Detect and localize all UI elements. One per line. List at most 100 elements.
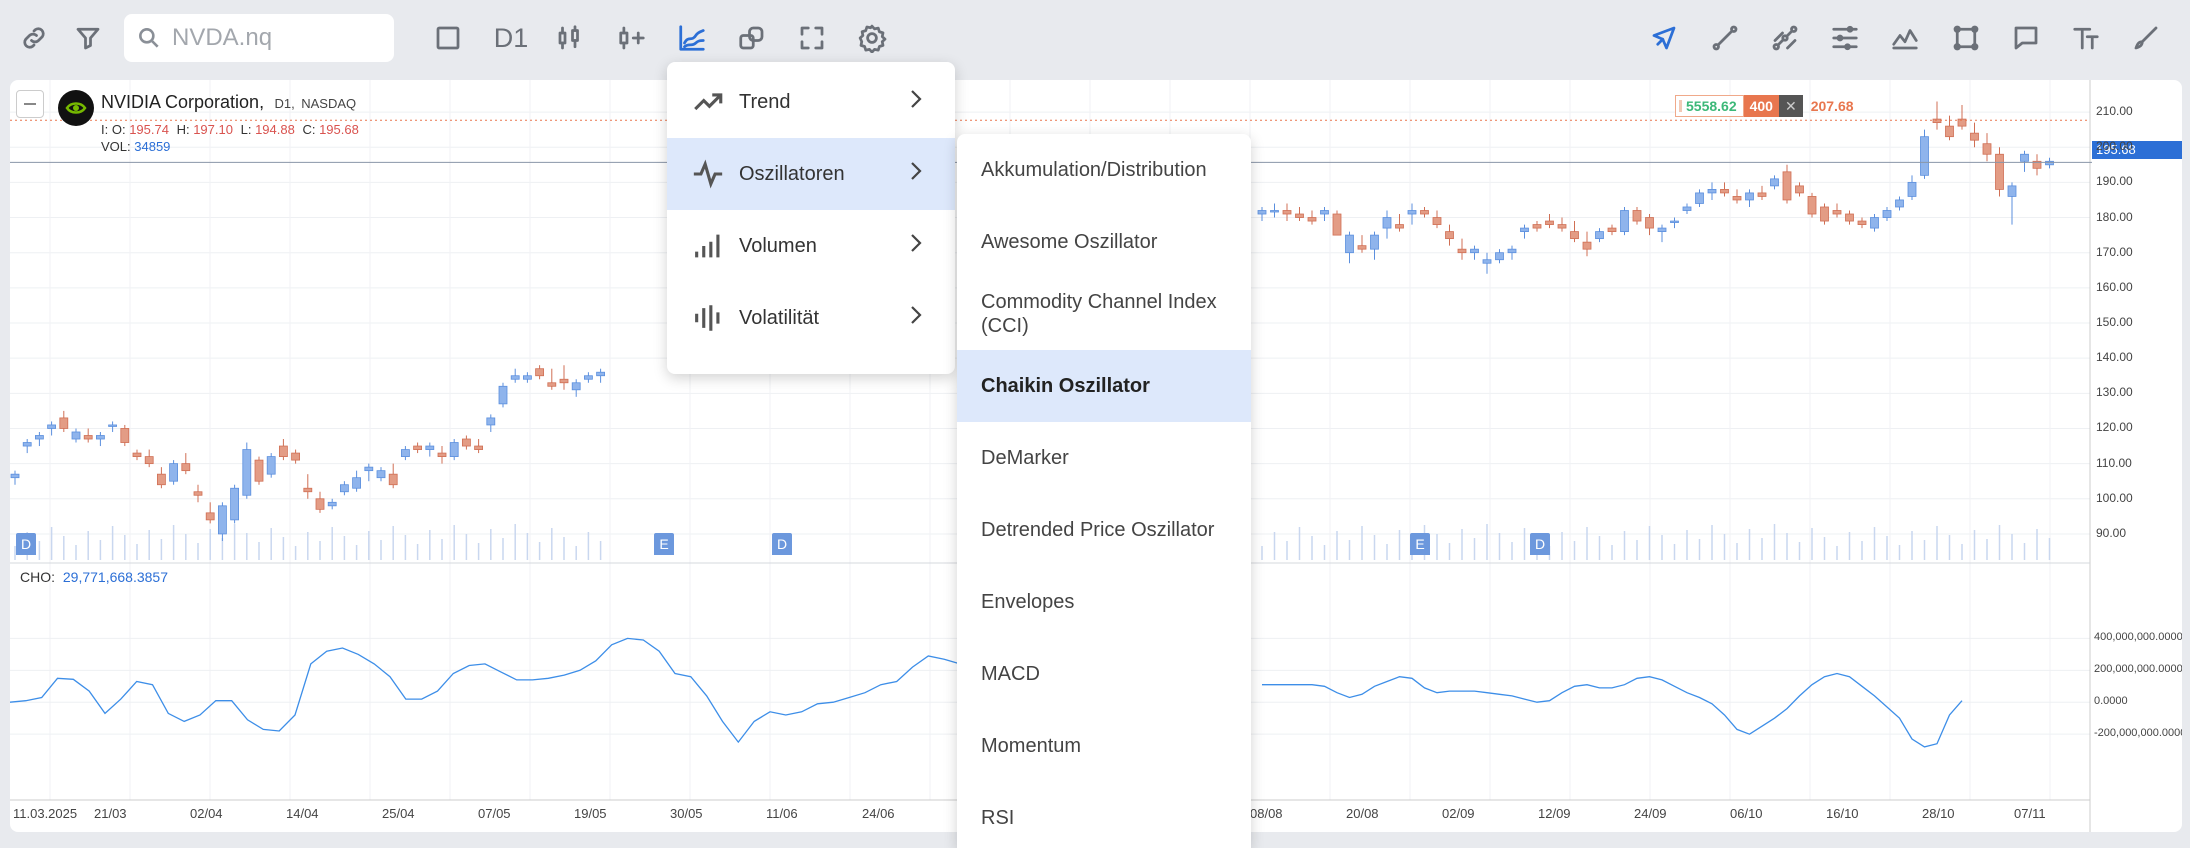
submenu-item[interactable]: DeMarker bbox=[957, 422, 1251, 494]
candle-body bbox=[1395, 224, 1404, 229]
submenu-item-label: MACD bbox=[981, 663, 1040, 685]
current-price-tag: 195.68 bbox=[2092, 141, 2182, 159]
fib-icon[interactable] bbox=[1825, 18, 1865, 58]
candle-body bbox=[254, 459, 264, 482]
submenu-item[interactable]: MACD bbox=[957, 638, 1251, 710]
brush-icon[interactable] bbox=[2126, 18, 2166, 58]
date-axis-label: 06/10 bbox=[1730, 806, 1763, 821]
order-widget[interactable]: 5558.62 400 ✕ 207.68 bbox=[1675, 95, 1862, 117]
channel-icon[interactable] bbox=[1765, 18, 1805, 58]
candle-body bbox=[486, 417, 496, 426]
link-icon[interactable] bbox=[14, 18, 54, 58]
buy-price[interactable]: 5558.62 bbox=[1675, 95, 1744, 117]
rectangle-icon[interactable] bbox=[1946, 18, 1986, 58]
chevron-right-icon bbox=[907, 231, 931, 261]
menu-item-volume[interactable]: Volumen bbox=[667, 210, 955, 282]
candle-body bbox=[2007, 185, 2017, 197]
close-value: 195.68 bbox=[319, 122, 359, 137]
submenu-item-selected[interactable]: Chaikin Oszillator bbox=[957, 350, 1251, 422]
low-label: L: bbox=[240, 122, 252, 137]
submenu-item[interactable]: Momentum bbox=[957, 710, 1251, 782]
submenu-item[interactable]: Envelopes bbox=[957, 566, 1251, 638]
symbol-search[interactable] bbox=[124, 14, 394, 62]
trend-icon bbox=[691, 85, 725, 119]
candle-body bbox=[96, 435, 105, 440]
price-axis-label: 100.00 bbox=[2096, 490, 2133, 505]
candlestick-icon[interactable] bbox=[550, 18, 590, 58]
candle-body bbox=[1782, 171, 1792, 201]
date-axis-label: 07/05 bbox=[478, 806, 511, 821]
pattern-icon[interactable] bbox=[1885, 18, 1925, 58]
menu-item-oscillators[interactable]: Oszillatoren bbox=[667, 138, 955, 210]
symbol-logo bbox=[58, 90, 94, 126]
square-icon[interactable] bbox=[428, 18, 468, 58]
close-icon[interactable]: ✕ bbox=[1778, 95, 1803, 117]
menu-item-label: Volumen bbox=[739, 234, 817, 257]
candle-body bbox=[1720, 189, 1729, 194]
drag-handle[interactable] bbox=[1679, 100, 1682, 112]
date-axis-label: 19/05 bbox=[574, 806, 607, 821]
indicators-icon[interactable] bbox=[672, 18, 712, 58]
submenu-item[interactable]: RSI bbox=[957, 782, 1251, 848]
menu-item-label: Oszillatoren bbox=[739, 162, 845, 185]
chevron-right-icon bbox=[907, 303, 931, 333]
date-axis-label: 30/05 bbox=[670, 806, 703, 821]
volume-label: VOL: bbox=[101, 139, 131, 154]
menu-item-label: Trend bbox=[739, 90, 791, 113]
chevron-right-icon bbox=[907, 159, 931, 189]
candle-body bbox=[1495, 252, 1504, 261]
date-axis-label: 11/06 bbox=[766, 806, 798, 821]
candle-body bbox=[1257, 210, 1267, 215]
price-axis-label: 190.00 bbox=[2096, 174, 2133, 189]
collapse-button[interactable] bbox=[16, 90, 44, 118]
volatility-icon bbox=[691, 301, 725, 335]
candle-body bbox=[1882, 210, 1892, 218]
candle-body bbox=[291, 452, 301, 461]
candle-body bbox=[1795, 185, 1804, 194]
event-marker[interactable]: D bbox=[1530, 533, 1550, 555]
date-axis-label: 25/04 bbox=[382, 806, 415, 821]
candle-body bbox=[71, 431, 81, 440]
candle-body bbox=[1432, 217, 1442, 225]
order-quantity[interactable]: 400 bbox=[1743, 95, 1779, 117]
line-icon[interactable] bbox=[1705, 18, 1745, 58]
oscillator-axis-label: -200,000,000.0000 bbox=[2094, 727, 2182, 740]
event-marker[interactable]: D bbox=[772, 533, 792, 555]
candle-body bbox=[1520, 227, 1529, 232]
comment-icon[interactable] bbox=[2006, 18, 2046, 58]
high-label: H: bbox=[176, 122, 190, 137]
candle-body bbox=[413, 445, 423, 450]
text-icon[interactable] bbox=[2066, 18, 2106, 58]
cursor-icon[interactable] bbox=[1644, 18, 1684, 58]
candle-body bbox=[1857, 220, 1867, 225]
price-axis-label: 160.00 bbox=[2096, 279, 2133, 294]
search-input[interactable] bbox=[170, 23, 384, 53]
date-axis-label: 21/03 bbox=[94, 806, 127, 821]
candle-body bbox=[1632, 210, 1642, 222]
event-marker[interactable]: D bbox=[16, 533, 36, 555]
submenu-item[interactable]: Akkumulation/Distribution bbox=[957, 134, 1251, 206]
shapes-icon[interactable] bbox=[732, 18, 772, 58]
event-marker[interactable]: E bbox=[1410, 533, 1430, 555]
date-axis-label: 02/04 bbox=[190, 806, 223, 821]
candle-body bbox=[315, 498, 325, 510]
add-indicator-icon[interactable] bbox=[612, 18, 652, 58]
date-axis-label: 20/08 bbox=[1346, 806, 1379, 821]
menu-item-volatility[interactable]: Volatilität bbox=[667, 282, 955, 354]
sell-price[interactable]: 207.68 bbox=[1810, 98, 1854, 114]
candle-body bbox=[1345, 234, 1354, 254]
submenu-item[interactable]: Commodity Channel Index (CCI) bbox=[957, 278, 1251, 350]
menu-item-trend[interactable]: Trend bbox=[667, 66, 955, 138]
candle-body bbox=[461, 438, 471, 447]
fullscreen-icon[interactable] bbox=[792, 18, 832, 58]
candle-body bbox=[1895, 199, 1904, 208]
price-axis-label: 180.00 bbox=[2096, 209, 2133, 224]
submenu-item-label: Akkumulation/Distribution bbox=[981, 159, 1207, 181]
timeframe-button[interactable]: D1 bbox=[493, 22, 529, 53]
filter-icon[interactable] bbox=[68, 18, 108, 58]
submenu-item[interactable]: Detrended Price Oszillator bbox=[957, 494, 1251, 566]
submenu-item[interactable]: Awesome Oszillator bbox=[957, 206, 1251, 278]
gear-icon[interactable] bbox=[852, 18, 892, 58]
candle-body bbox=[1807, 196, 1817, 215]
event-marker[interactable]: E bbox=[654, 533, 674, 555]
